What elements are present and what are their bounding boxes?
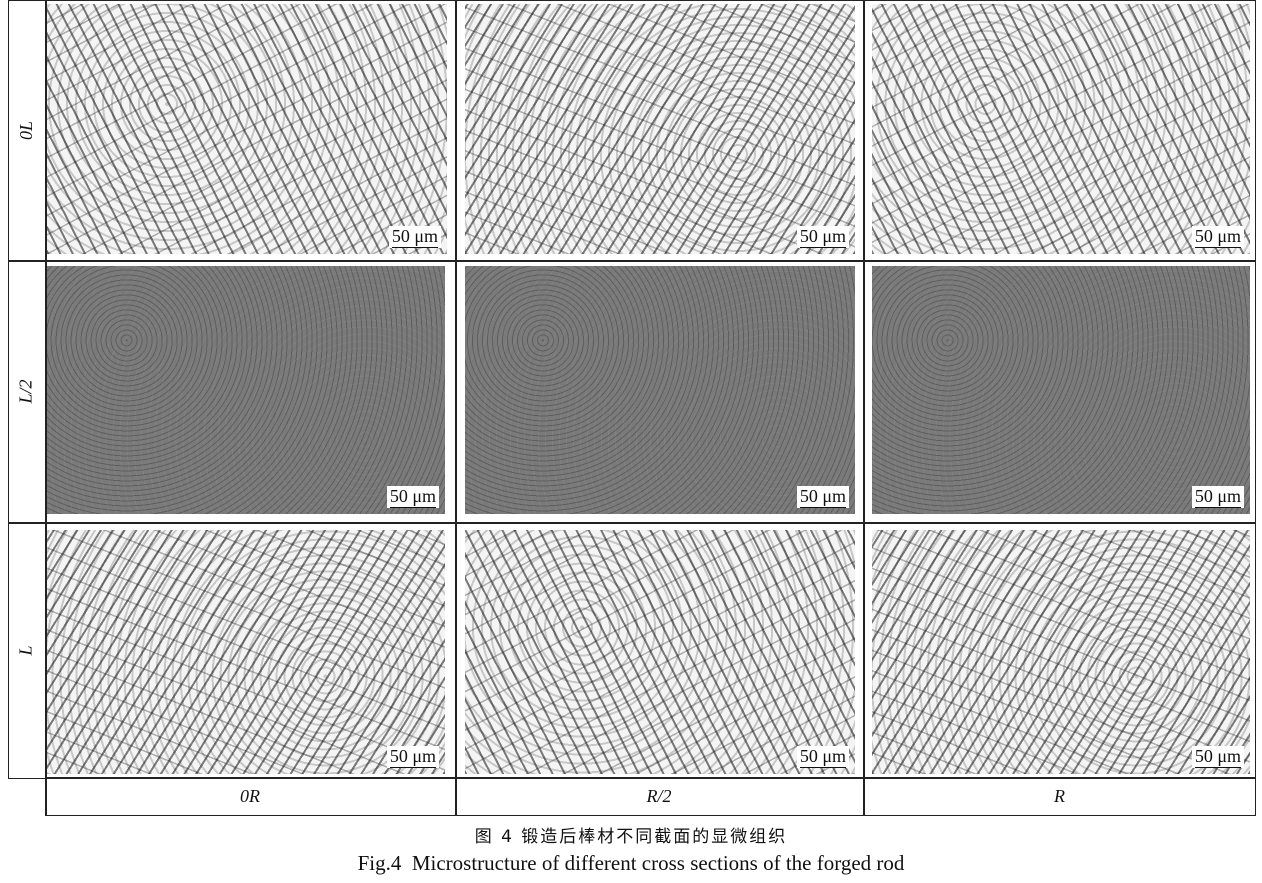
micrograph-0L-R: 50 μm bbox=[872, 4, 1250, 254]
scale-bar: 50 μm bbox=[796, 485, 849, 508]
column-label-R: R bbox=[1054, 786, 1065, 806]
divider bbox=[8, 260, 1256, 262]
divider bbox=[863, 0, 865, 816]
scale-bar: 50 μm bbox=[1191, 485, 1244, 508]
micrograph-L2-0R: 50 μm bbox=[47, 266, 445, 514]
micrograph-L2-R: 50 μm bbox=[872, 266, 1250, 514]
scale-bar: 50 μm bbox=[386, 745, 439, 768]
divider bbox=[45, 0, 47, 816]
caption-english: Fig.4 Microstructure of different cross … bbox=[357, 851, 905, 875]
micrograph-0L-R2: 50 μm bbox=[465, 4, 855, 254]
micrograph-L-R2: 50 μm bbox=[465, 530, 855, 774]
divider bbox=[455, 0, 457, 816]
divider bbox=[8, 522, 1256, 524]
row-label-L2: L/2 bbox=[15, 378, 36, 404]
scale-bar: 50 μm bbox=[1191, 745, 1244, 768]
scale-bar: 50 μm bbox=[386, 485, 439, 508]
row-label-0L: 0L bbox=[15, 120, 36, 140]
figure-grid bbox=[8, 0, 1256, 779]
scale-bar: 50 μm bbox=[388, 225, 441, 248]
caption-chinese: 图 4 锻造后棒材不同截面的显微组织 bbox=[474, 827, 788, 847]
micrograph-0L-0R: 50 μm bbox=[47, 4, 447, 254]
scale-bar: 50 μm bbox=[1191, 225, 1244, 248]
scale-bar: 50 μm bbox=[796, 225, 849, 248]
micrograph-L-R: 50 μm bbox=[872, 530, 1250, 774]
micrograph-L-0R: 50 μm bbox=[47, 530, 445, 774]
row-label-L: L bbox=[15, 644, 36, 656]
scale-bar: 50 μm bbox=[796, 745, 849, 768]
column-label-0R: 0R bbox=[240, 786, 260, 806]
micrograph-L2-R2: 50 μm bbox=[465, 266, 855, 514]
column-label-R2: R/2 bbox=[646, 786, 672, 806]
